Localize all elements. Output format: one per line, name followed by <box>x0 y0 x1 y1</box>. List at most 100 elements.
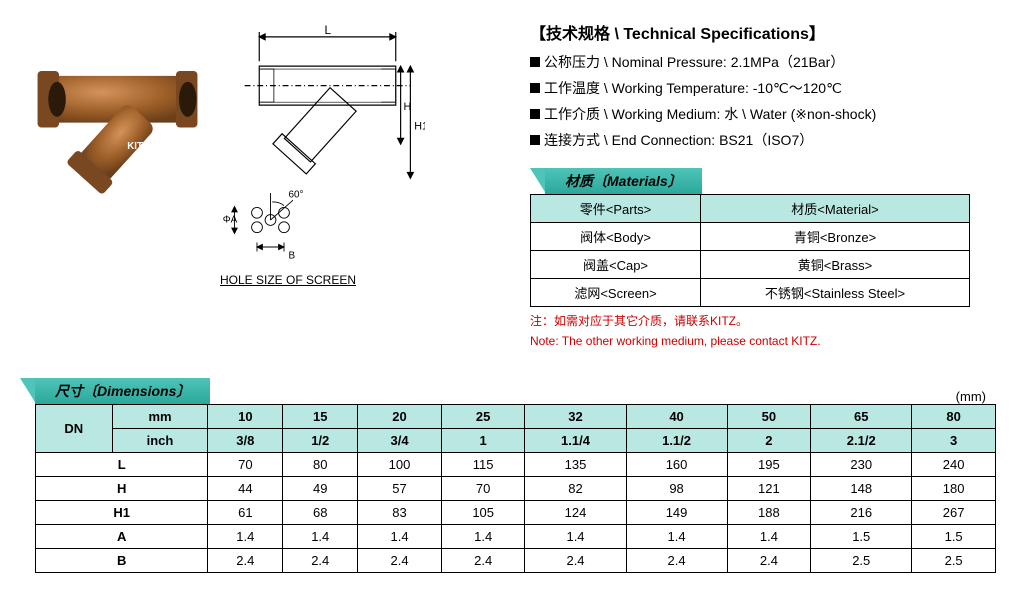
dim-cell: 61 <box>208 501 283 525</box>
dim-cell: 2.4 <box>283 549 358 573</box>
table-row: H1616883105124149188216267 <box>36 501 996 525</box>
dim-cell: 44 <box>208 477 283 501</box>
dim-cell: 2.4 <box>626 549 727 573</box>
mm-col: 32 <box>525 405 626 429</box>
inch-col: 1/2 <box>283 429 358 453</box>
dim-cell: 80 <box>283 453 358 477</box>
table-cell: 黄铜<Brass> <box>701 251 970 279</box>
dim-label-b: B <box>289 251 296 262</box>
svg-text:KITZ: KITZ <box>127 141 149 152</box>
technical-drawing: L H H1 <box>230 20 425 200</box>
spec-line: 工作温度 \ Working Temperature: -10℃～120℃ <box>530 78 996 98</box>
inch-col: 2 <box>727 429 811 453</box>
bullet-icon <box>530 83 540 93</box>
dim-cell: 115 <box>441 453 525 477</box>
dim-cell: 230 <box>811 453 912 477</box>
dn-header: DN <box>36 405 113 453</box>
dim-row-label: H <box>36 477 208 501</box>
mm-col: 25 <box>441 405 525 429</box>
dim-row-label: B <box>36 549 208 573</box>
dim-label-h1: H1 <box>414 120 425 132</box>
mm-col: 20 <box>358 405 442 429</box>
dimensions-table: DNmm101520253240506580inch3/81/23/411.1/… <box>35 404 996 573</box>
dim-row-label: H1 <box>36 501 208 525</box>
spec-line: 工作介质 \ Working Medium: 水 \ Water (※non-s… <box>530 104 996 124</box>
bullet-icon <box>530 57 540 67</box>
table-row: 阀体<Body>青铜<Bronze> <box>531 223 970 251</box>
dim-cell: 195 <box>727 453 811 477</box>
inch-col: 2.1/2 <box>811 429 912 453</box>
dim-cell: 2.4 <box>358 549 442 573</box>
inch-col: 3 <box>912 429 996 453</box>
inch-col: 3/4 <box>358 429 442 453</box>
dim-cell: 49 <box>283 477 358 501</box>
mm-col: 50 <box>727 405 811 429</box>
dim-cell: 1.4 <box>283 525 358 549</box>
dim-cell: 240 <box>912 453 996 477</box>
table-row: 阀盖<Cap>黄铜<Brass> <box>531 251 970 279</box>
materials-note-cn: 注：如需对应于其它介质，请联系KITZ。 <box>530 312 996 329</box>
mm-col: 80 <box>912 405 996 429</box>
inch-header: inch <box>112 429 208 453</box>
dim-cell: 1.4 <box>441 525 525 549</box>
dim-cell: 2.4 <box>727 549 811 573</box>
dimensions-header: 尺寸〔Dimensions〕 <box>35 378 210 404</box>
dim-cell: 1.4 <box>208 525 283 549</box>
screen-hole-diagram: ΦA 60° B <box>220 175 330 265</box>
dim-row-label: L <box>36 453 208 477</box>
table-row: 滤网<Screen>不锈钢<Stainless Steel> <box>531 279 970 307</box>
dim-cell: 124 <box>525 501 626 525</box>
inch-col: 1 <box>441 429 525 453</box>
materials-col-material: 材质<Material> <box>701 195 970 223</box>
dim-cell: 160 <box>626 453 727 477</box>
dim-row-label: A <box>36 525 208 549</box>
spec-line: 公称压力 \ Nominal Pressure: 2.1MPa（21Bar） <box>530 52 996 72</box>
product-photo: KITZ <box>20 20 215 200</box>
table-row: B2.42.42.42.42.42.42.42.52.5 <box>36 549 996 573</box>
table-cell: 阀盖<Cap> <box>531 251 701 279</box>
dim-cell: 2.5 <box>912 549 996 573</box>
inch-col: 1.1/4 <box>525 429 626 453</box>
dim-cell: 68 <box>283 501 358 525</box>
dim-label-angle: 60° <box>289 190 304 201</box>
hole-size-label: HOLE SIZE OF SCREEN <box>220 273 500 287</box>
dim-cell: 105 <box>441 501 525 525</box>
specs-title: 【技术规格 \ Technical Specifications】 <box>530 20 996 44</box>
dim-cell: 57 <box>358 477 442 501</box>
dim-cell: 83 <box>358 501 442 525</box>
inch-col: 3/8 <box>208 429 283 453</box>
dim-cell: 98 <box>626 477 727 501</box>
spec-text: 连接方式 \ End Connection: BS21（ISO7） <box>544 130 813 150</box>
spec-text: 工作温度 \ Working Temperature: -10℃～120℃ <box>544 78 842 98</box>
dim-cell: 188 <box>727 501 811 525</box>
bullet-icon <box>530 109 540 119</box>
mm-col: 10 <box>208 405 283 429</box>
materials-table: 零件<Parts> 材质<Material> 阀体<Body>青铜<Bronze… <box>530 194 970 307</box>
dim-cell: 1.4 <box>727 525 811 549</box>
dim-cell: 121 <box>727 477 811 501</box>
bullet-icon <box>530 135 540 145</box>
dim-cell: 2.4 <box>525 549 626 573</box>
mm-col: 65 <box>811 405 912 429</box>
materials-note-en: Note: The other working medium, please c… <box>530 334 996 348</box>
table-row: L7080100115135160195230240 <box>36 453 996 477</box>
mm-header: mm <box>112 405 208 429</box>
mm-col: 40 <box>626 405 727 429</box>
dim-cell: 82 <box>525 477 626 501</box>
dim-cell: 1.4 <box>358 525 442 549</box>
dim-cell: 149 <box>626 501 727 525</box>
spec-text: 工作介质 \ Working Medium: 水 \ Water (※non-s… <box>544 104 876 124</box>
mm-col: 15 <box>283 405 358 429</box>
dim-cell: 2.4 <box>441 549 525 573</box>
dim-cell: 2.5 <box>811 549 912 573</box>
dim-cell: 148 <box>811 477 912 501</box>
spec-line: 连接方式 \ End Connection: BS21（ISO7） <box>530 130 996 150</box>
dim-cell: 1.4 <box>626 525 727 549</box>
table-cell: 滤网<Screen> <box>531 279 701 307</box>
dim-cell: 100 <box>358 453 442 477</box>
table-row: H444957708298121148180 <box>36 477 996 501</box>
dim-cell: 1.4 <box>525 525 626 549</box>
dim-label-l: L <box>325 24 332 37</box>
dim-cell: 70 <box>208 453 283 477</box>
dim-cell: 135 <box>525 453 626 477</box>
